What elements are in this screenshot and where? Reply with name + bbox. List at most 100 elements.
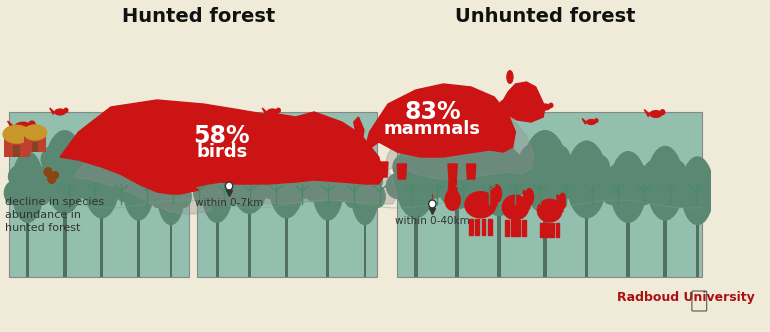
Ellipse shape xyxy=(23,124,47,141)
Ellipse shape xyxy=(415,154,439,179)
Text: birds: birds xyxy=(196,143,247,161)
Polygon shape xyxy=(582,119,586,124)
Ellipse shape xyxy=(703,185,721,208)
Ellipse shape xyxy=(259,173,280,199)
Ellipse shape xyxy=(311,146,344,221)
Ellipse shape xyxy=(681,156,714,225)
Ellipse shape xyxy=(14,122,32,132)
Text: Hunted forest: Hunted forest xyxy=(122,7,275,26)
Ellipse shape xyxy=(501,195,529,220)
Bar xyxy=(24,134,46,152)
Text: 83%: 83% xyxy=(404,100,460,124)
Ellipse shape xyxy=(674,185,692,208)
Ellipse shape xyxy=(413,113,427,122)
Ellipse shape xyxy=(370,185,386,208)
Ellipse shape xyxy=(512,165,537,193)
Ellipse shape xyxy=(137,160,159,181)
Ellipse shape xyxy=(100,155,124,178)
Circle shape xyxy=(47,174,56,184)
Ellipse shape xyxy=(216,164,237,186)
Bar xyxy=(696,208,699,277)
Ellipse shape xyxy=(457,134,485,164)
Ellipse shape xyxy=(395,140,437,218)
Ellipse shape xyxy=(256,165,280,193)
Polygon shape xyxy=(379,162,388,177)
Ellipse shape xyxy=(293,173,313,199)
Polygon shape xyxy=(475,218,479,235)
Circle shape xyxy=(100,130,105,135)
Ellipse shape xyxy=(41,145,65,171)
Bar xyxy=(285,199,288,277)
Polygon shape xyxy=(488,218,492,235)
Ellipse shape xyxy=(346,170,367,189)
Ellipse shape xyxy=(646,146,684,221)
Text: decline in species: decline in species xyxy=(5,197,104,207)
Circle shape xyxy=(43,167,52,177)
Bar xyxy=(4,136,29,157)
Ellipse shape xyxy=(553,165,578,193)
Polygon shape xyxy=(74,120,397,214)
Bar xyxy=(169,208,172,277)
Text: 58%: 58% xyxy=(193,124,250,148)
Bar xyxy=(137,202,140,277)
Ellipse shape xyxy=(344,185,360,208)
Ellipse shape xyxy=(628,164,649,187)
Polygon shape xyxy=(207,117,213,125)
Ellipse shape xyxy=(557,173,580,199)
Polygon shape xyxy=(88,130,92,136)
Bar xyxy=(216,205,219,277)
Text: Unhunted forest: Unhunted forest xyxy=(455,7,635,26)
Polygon shape xyxy=(397,164,407,179)
Ellipse shape xyxy=(475,149,500,175)
Bar xyxy=(100,199,103,277)
Ellipse shape xyxy=(33,181,52,205)
Ellipse shape xyxy=(79,155,103,178)
Circle shape xyxy=(226,116,233,124)
Bar xyxy=(664,202,667,277)
Polygon shape xyxy=(305,126,309,132)
Circle shape xyxy=(317,126,322,131)
Bar xyxy=(32,141,38,152)
Bar xyxy=(248,193,251,277)
Ellipse shape xyxy=(72,165,95,193)
Ellipse shape xyxy=(122,146,156,221)
Ellipse shape xyxy=(469,169,492,196)
Bar xyxy=(13,145,20,157)
Ellipse shape xyxy=(696,169,717,190)
Ellipse shape xyxy=(423,173,446,199)
Ellipse shape xyxy=(108,173,129,199)
Bar xyxy=(584,199,588,277)
Circle shape xyxy=(28,121,36,129)
Bar xyxy=(63,193,66,277)
Ellipse shape xyxy=(556,194,564,212)
Polygon shape xyxy=(407,112,413,120)
Circle shape xyxy=(456,100,461,105)
Ellipse shape xyxy=(223,181,241,205)
Ellipse shape xyxy=(264,155,288,178)
Ellipse shape xyxy=(92,131,102,137)
Circle shape xyxy=(52,171,59,179)
Text: abundance in: abundance in xyxy=(5,210,81,220)
Ellipse shape xyxy=(634,181,655,205)
Circle shape xyxy=(429,200,436,208)
Ellipse shape xyxy=(26,164,48,186)
Ellipse shape xyxy=(490,184,502,204)
Ellipse shape xyxy=(392,154,416,179)
Ellipse shape xyxy=(156,156,186,225)
Ellipse shape xyxy=(44,130,85,214)
Ellipse shape xyxy=(644,159,666,182)
Circle shape xyxy=(548,103,554,108)
Polygon shape xyxy=(8,121,14,130)
Polygon shape xyxy=(448,170,457,195)
Ellipse shape xyxy=(200,151,234,223)
Ellipse shape xyxy=(601,181,622,205)
Text: within 0-7km: within 0-7km xyxy=(195,198,263,208)
Ellipse shape xyxy=(386,173,409,199)
Ellipse shape xyxy=(489,186,497,207)
Polygon shape xyxy=(545,222,549,237)
Ellipse shape xyxy=(566,140,608,218)
Ellipse shape xyxy=(498,149,523,175)
Bar xyxy=(26,205,29,277)
Ellipse shape xyxy=(520,144,545,172)
Ellipse shape xyxy=(152,170,173,189)
